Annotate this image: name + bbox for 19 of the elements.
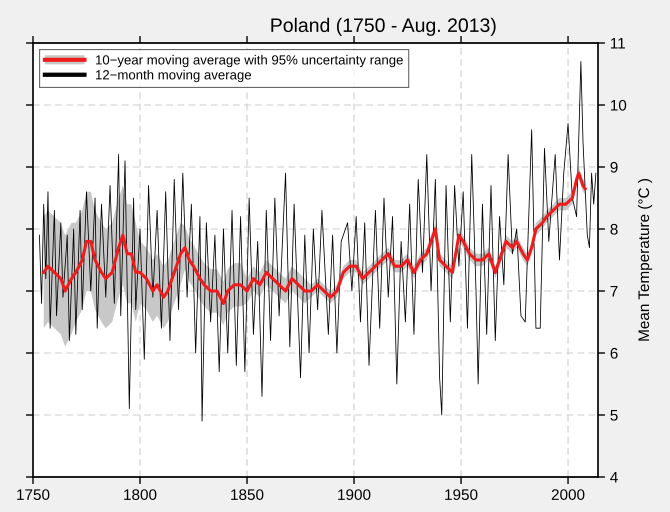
y-axis-title: Mean Temperature (°C ) [638, 179, 652, 341]
y-tick-label: 8 [610, 224, 618, 235]
x-tick-label: 1900 [338, 489, 370, 500]
x-tick-label: 1950 [445, 489, 478, 500]
y-tick-label: 10 [610, 100, 626, 111]
legend-label: 12−month moving average [96, 70, 252, 82]
x-tick-label: 1750 [17, 489, 50, 500]
line-series [42, 172, 587, 305]
y-tick-label: 4 [610, 472, 618, 483]
x-tick-label: 1800 [124, 489, 156, 500]
y-tick-label: 11 [610, 38, 625, 49]
chart-title: Poland (1750 - Aug. 2013) [271, 18, 496, 36]
y-tick-label: 7 [610, 286, 618, 297]
legend-label: 10−year moving average with 95% uncertainty range [96, 54, 403, 68]
x-tick-label: 2000 [552, 489, 584, 500]
y-tick-label: 5 [610, 410, 618, 421]
x-tick-label: 1850 [231, 489, 264, 500]
y-tick-label: 9 [610, 162, 618, 173]
y-tick-label: 6 [610, 348, 618, 359]
